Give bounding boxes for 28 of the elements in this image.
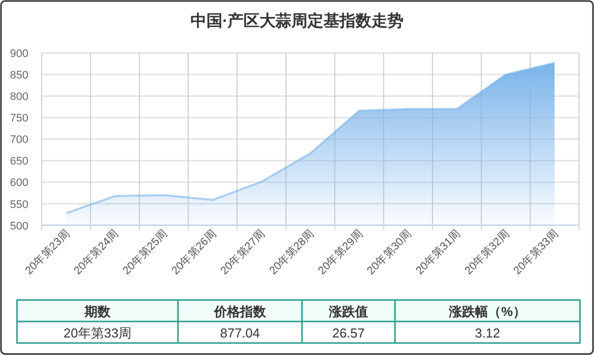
y-tick-label: 700 — [10, 134, 28, 146]
x-tick-label: 20年第26周 — [170, 228, 219, 278]
x-tick-label: 20年第33周 — [512, 228, 561, 278]
text: 涨跌幅（%） — [448, 304, 526, 319]
x-tick-label: 20年第27周 — [218, 228, 268, 278]
y-tick-label: 850 — [10, 70, 28, 82]
x-tick-label: 20年第30周 — [365, 228, 414, 278]
text: 涨跌值 — [328, 304, 368, 319]
x-tick-label: 20年第29周 — [316, 228, 366, 278]
y-tick-label: 750 — [10, 112, 28, 125]
text: 3.12 — [474, 325, 500, 340]
x-tick-label: 20年第32周 — [462, 228, 512, 278]
x-tick-label: 20年第31周 — [414, 228, 464, 278]
y-tick-label: 650 — [10, 156, 28, 168]
text: 26.57 — [332, 325, 365, 340]
y-tick-label: 550 — [10, 198, 28, 211]
y-tick-label: 600 — [10, 177, 28, 190]
y-tick-label: 900 — [10, 48, 28, 60]
x-tick-label: 20年第28周 — [267, 228, 316, 278]
text: 877.04 — [220, 325, 260, 340]
text: 期数 — [84, 304, 112, 319]
text: 价格指数 — [213, 304, 267, 319]
x-tick-label: 20年第25周 — [120, 228, 170, 278]
text: 20年第33周 — [64, 325, 132, 340]
y-tick-label: 800 — [10, 91, 28, 104]
x-tick-label: 20年第24周 — [72, 228, 122, 278]
y-tick-label: 500 — [10, 220, 28, 232]
chart-title: 中国·产区大蒜周定基指数走势 — [190, 12, 404, 30]
